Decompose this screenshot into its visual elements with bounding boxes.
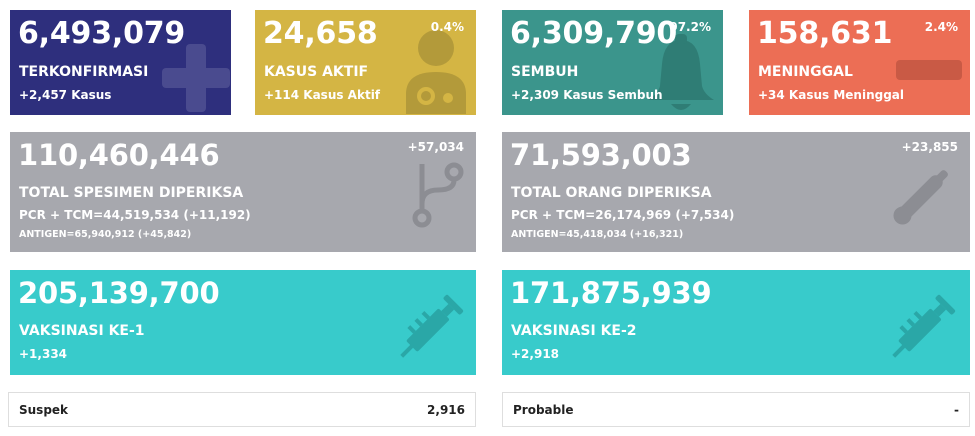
people-card: +23,855 71,593,003 TOTAL ORANG DIPERIKSA…	[502, 132, 970, 252]
people-label: TOTAL ORANG DIPERIKSA	[511, 185, 712, 201]
people-delta: +23,855	[901, 140, 958, 154]
probable-label: Probable	[513, 403, 574, 417]
vaccine2-delta: +2,918	[511, 347, 560, 361]
confirmed-card: 6,493,079 TERKONFIRMASI +2,457 Kasus	[10, 10, 231, 115]
suspect-label: Suspek	[19, 403, 69, 417]
specimens-delta: +57,034	[407, 140, 464, 154]
confirmed-label: TERKONFIRMASI	[19, 64, 149, 80]
specimens-label: TOTAL SPESIMEN DIPERIKSA	[19, 185, 244, 201]
vaccine1-label: VAKSINASI KE-1	[19, 323, 145, 339]
people-pcr: PCR + TCM=26,174,969 (+7,534)	[511, 208, 735, 222]
deaths-label: MENINGGAL	[758, 64, 853, 80]
vaccine1-card: 205,139,700 VAKSINASI KE-1 +1,334	[10, 270, 476, 375]
people-antigen: ANTIGEN=45,418,034 (+16,321)	[511, 229, 684, 240]
probable-value: -	[954, 403, 959, 417]
recovered-percent: 97.2%	[669, 20, 711, 34]
specimens-antigen: ANTIGEN=65,940,912 (+45,842)	[19, 229, 192, 240]
active-percent: 0.4%	[430, 20, 464, 34]
suspect-row: Suspek 2,916	[8, 392, 476, 427]
specimens-pcr: PCR + TCM=44,519,534 (+11,192)	[19, 208, 251, 222]
vaccine1-delta: +1,334	[19, 347, 68, 361]
vaccine2-value: 171,875,939	[510, 276, 712, 310]
deaths-card: 2.4% 158,631 MENINGGAL +34 Kasus Meningg…	[749, 10, 970, 115]
active-value: 24,658	[263, 16, 378, 51]
probable-row: Probable -	[502, 392, 970, 427]
vaccine2-label: VAKSINASI KE-2	[511, 323, 637, 339]
vaccine1-value: 205,139,700	[18, 276, 220, 310]
confirmed-value: 6,493,079	[18, 16, 186, 51]
recovered-delta: +2,309 Kasus Sembuh	[511, 88, 663, 102]
deaths-percent: 2.4%	[924, 20, 958, 34]
branch-icon	[408, 160, 468, 228]
people-value: 71,593,003	[510, 138, 692, 172]
active-delta: +114 Kasus Aktif	[264, 88, 381, 102]
deaths-value: 158,631	[757, 16, 893, 51]
syringe-icon	[882, 290, 962, 366]
deaths-delta: +34 Kasus Meninggal	[758, 88, 905, 102]
specimens-card: +57,034 110,460,446 TOTAL SPESIMEN DIPER…	[10, 132, 476, 252]
recovered-label: SEMBUH	[511, 64, 579, 80]
recovered-value: 6,309,790	[510, 16, 678, 51]
confirmed-delta: +2,457 Kasus	[19, 88, 112, 102]
bell-icon	[642, 34, 720, 114]
recovered-card: 97.2% 6,309,790 SEMBUH +2,309 Kasus Semb…	[502, 10, 723, 115]
doctor-icon	[400, 24, 472, 114]
syringe-icon	[390, 290, 470, 366]
plus-icon	[158, 40, 231, 115]
thermometer-icon	[886, 160, 960, 230]
suspect-value: 2,916	[427, 403, 465, 417]
active-label: KASUS AKTIF	[264, 64, 369, 80]
active-card: 0.4% 24,658 KASUS AKTIF +114 Kasus Aktif	[255, 10, 476, 115]
minus-icon	[896, 60, 962, 82]
specimens-value: 110,460,446	[18, 138, 220, 172]
vaccine2-card: 171,875,939 VAKSINASI KE-2 +2,918	[502, 270, 970, 375]
